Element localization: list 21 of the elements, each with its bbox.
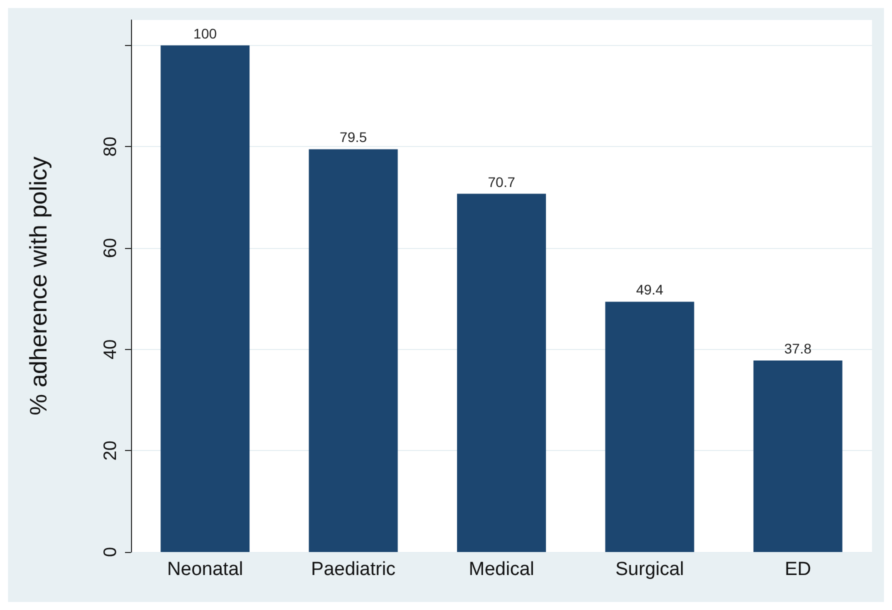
y-tick-label: 0 (100, 546, 120, 558)
bar (457, 194, 546, 552)
bar (308, 149, 398, 552)
y-tick-label: 20 (100, 440, 120, 461)
y-axis-title: % adherence with policy (26, 156, 52, 416)
bar (753, 360, 842, 552)
y-tick-label: 60 (100, 238, 120, 258)
y-tick-label: 40 (100, 339, 120, 360)
data-label: 49.4 (636, 282, 664, 298)
x-tick-label: Surgical (615, 559, 684, 580)
data-label: 100 (193, 25, 217, 42)
x-tick-label: ED (784, 559, 812, 580)
bar (160, 45, 250, 552)
y-tick-label: 80 (100, 136, 120, 157)
data-label: 37.8 (784, 340, 812, 356)
x-tick-label: Medical (468, 559, 534, 580)
data-label: 79.5 (340, 129, 368, 146)
bar (605, 302, 694, 552)
x-tick-label: Neonatal (167, 559, 244, 580)
x-tick-label: Paediatric (311, 559, 396, 580)
data-label: 70.7 (488, 174, 516, 190)
